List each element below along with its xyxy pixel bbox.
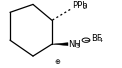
Text: 3: 3 [76, 44, 80, 49]
Text: 2: 2 [83, 5, 87, 10]
Text: 4: 4 [99, 38, 103, 43]
Text: −: − [83, 36, 89, 45]
Polygon shape [52, 43, 68, 46]
Text: NH: NH [69, 40, 81, 49]
Text: PPh: PPh [73, 1, 88, 10]
Text: ⊕: ⊕ [54, 59, 60, 65]
Text: BF: BF [91, 34, 102, 43]
